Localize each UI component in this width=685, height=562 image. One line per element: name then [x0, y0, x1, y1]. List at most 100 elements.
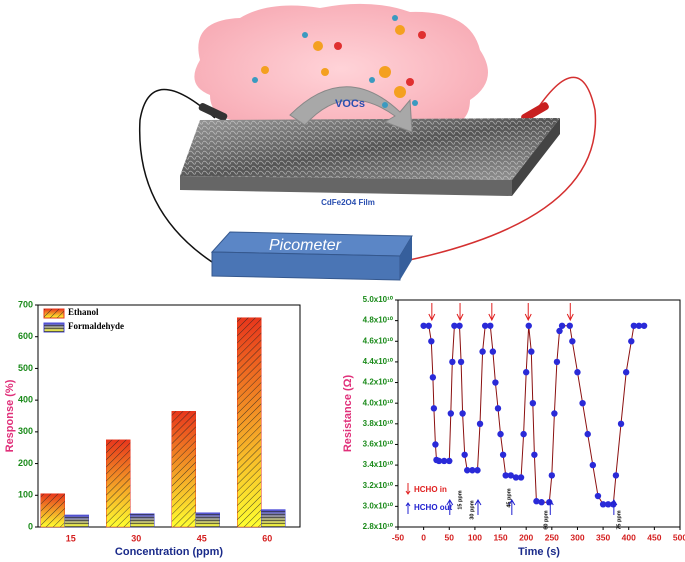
y-tick-label: 300	[18, 426, 33, 436]
x-tick-label: 300	[570, 532, 584, 542]
y-tick-label: 5.0x10¹⁰	[363, 295, 394, 304]
data-point	[589, 461, 597, 469]
bar-hatch	[40, 493, 65, 527]
x-tick-label: 200	[519, 532, 533, 542]
ppm-label: 45 ppm	[506, 488, 512, 507]
plot-frame	[37, 304, 301, 528]
film-end	[512, 118, 560, 196]
molecules	[252, 15, 426, 108]
x-tick-label: 45	[197, 533, 207, 543]
gas-in-arrow	[428, 303, 436, 322]
data-point	[525, 322, 532, 329]
data-point	[529, 399, 537, 407]
data-point	[430, 405, 438, 412]
data-point	[566, 322, 573, 329]
y-axis-label: Response (%)	[4, 379, 16, 452]
x-tick-label: 450	[647, 532, 661, 542]
legend-in-arrow	[405, 483, 411, 495]
bar-hatch	[261, 509, 286, 527]
data-point	[476, 420, 484, 428]
y-tick-label: 700	[18, 299, 33, 309]
data-point	[457, 358, 465, 366]
y-tick-label: 400	[18, 395, 33, 405]
data-point	[528, 348, 535, 355]
legend-label: Ethanol	[68, 307, 99, 317]
bar-chart: 0 100 200 300 400 500 600 700 15 30 45 60 Ethanol For…	[4, 299, 301, 558]
y-tick-label: 4.4x10¹⁰	[363, 357, 394, 366]
bar-hatch	[237, 317, 262, 527]
gas-out-arrow	[446, 499, 454, 515]
gas-in-arrow	[524, 303, 532, 322]
film-side	[180, 176, 512, 196]
clip-black	[198, 103, 228, 121]
data-point	[612, 472, 620, 479]
flow-arrow	[289, 86, 413, 133]
y-tick-label: 4.8x10¹⁰	[363, 316, 394, 325]
data-point	[520, 430, 527, 438]
wire-red	[399, 76, 597, 263]
data-point	[425, 322, 432, 329]
data-point	[481, 322, 489, 329]
data-point	[451, 322, 458, 329]
resistance-chart: 2.8x10¹⁰ 3.0x10¹⁰ 3.2x10¹⁰ 3.4x10¹⁰ 3.6x10¹⁰…	[342, 295, 685, 558]
x-axis-label: Concentration (ppm)	[115, 546, 223, 558]
data-point	[584, 430, 591, 438]
film-texture	[180, 118, 560, 180]
y-tick-label: 500	[18, 363, 33, 373]
data-point	[489, 348, 497, 355]
x-tick-label: -50	[392, 532, 405, 542]
gas-out-arrow	[610, 499, 618, 515]
legend-out: HCHO out	[414, 503, 453, 512]
data-point	[507, 472, 514, 479]
x-tick-label: 250	[545, 532, 559, 542]
bar-hatch	[195, 512, 220, 527]
data-point	[428, 338, 435, 345]
legend-hatch	[44, 309, 64, 318]
data-point	[569, 338, 576, 345]
data-point	[548, 472, 556, 479]
x-tick-label: 350	[596, 532, 610, 542]
cloud-label: VOCs	[335, 98, 365, 110]
gas-in-arrow	[566, 303, 574, 322]
data-point	[456, 322, 463, 329]
bar-hatch	[130, 513, 155, 527]
y-tick-label: 100	[18, 490, 33, 500]
y-tick-label: 4.2x10¹⁰	[363, 378, 394, 387]
gas-out-arrow	[474, 499, 482, 515]
data-point	[446, 457, 453, 465]
data-point	[440, 457, 448, 465]
data-point	[553, 358, 561, 366]
data-point	[494, 405, 502, 412]
ppm-label: 30 ppm	[469, 500, 475, 519]
x-tick-label: 150	[493, 532, 507, 542]
y-tick-label: 4.0x10¹⁰	[363, 398, 394, 407]
x-tick-label: 60	[262, 533, 272, 543]
data-point	[461, 451, 468, 458]
bar-hatch	[106, 439, 131, 527]
data-point	[533, 498, 540, 505]
data-point	[558, 322, 566, 329]
data-point	[522, 369, 530, 376]
y-tick-label: 3.6x10¹⁰	[363, 440, 394, 449]
data-point	[635, 322, 643, 329]
data-point	[517, 474, 525, 481]
gas-in-arrow	[488, 303, 496, 322]
ppm-label: 15 ppm	[457, 490, 463, 509]
data-point	[435, 457, 443, 465]
data-point	[622, 369, 630, 376]
picometer-front	[211, 251, 401, 281]
y-tick-label: 3.4x10¹⁰	[363, 460, 394, 469]
data-point	[630, 322, 638, 329]
data-point	[487, 322, 494, 329]
data-point	[538, 499, 545, 506]
legend-label: Formaldehyde	[68, 321, 124, 331]
clip-red	[521, 102, 549, 122]
data-point	[479, 348, 486, 355]
data-point	[420, 322, 427, 329]
plot-frame	[397, 299, 681, 528]
y-tick-label: 2.8x10¹⁰	[363, 522, 394, 531]
data-point	[512, 474, 520, 481]
gas-out-arrow	[508, 499, 516, 515]
data-point	[449, 358, 456, 366]
